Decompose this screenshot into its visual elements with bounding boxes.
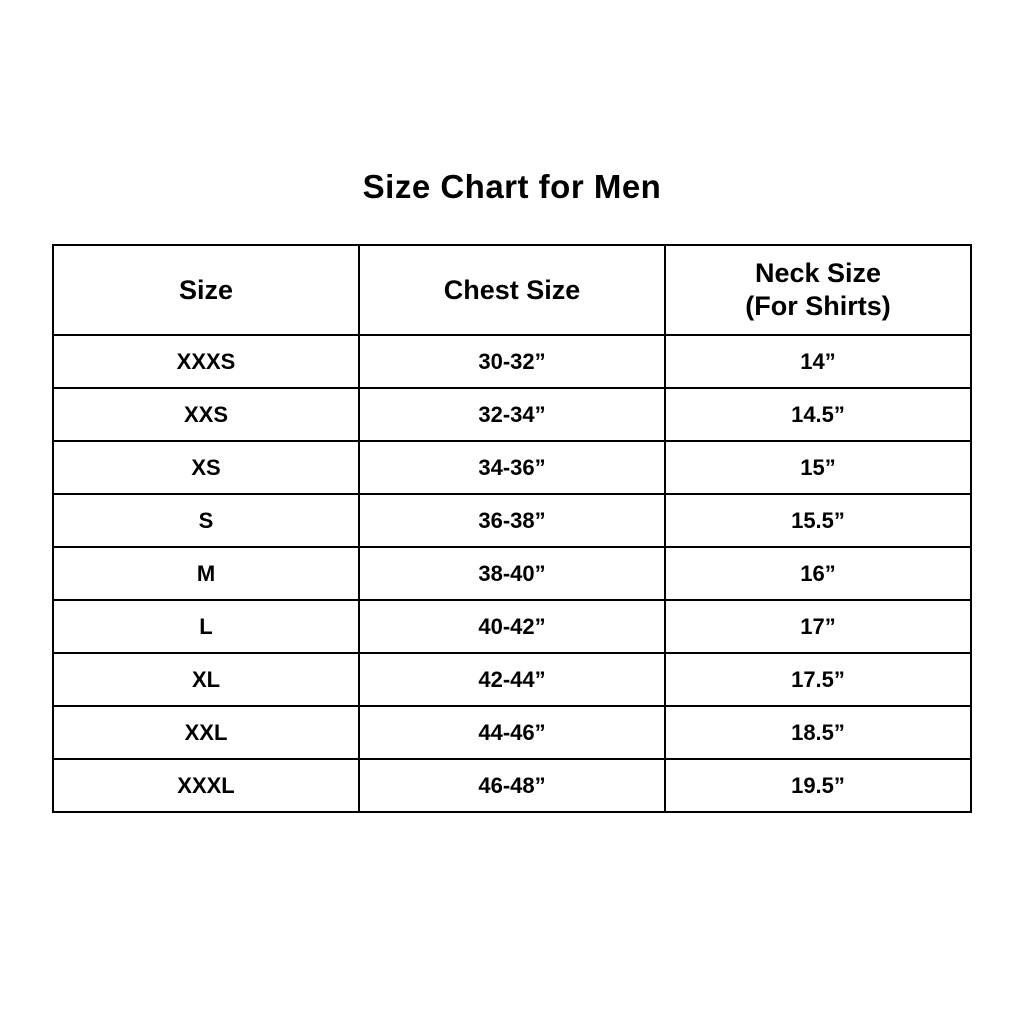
cell-neck: 18.5” [664,705,972,760]
cell-neck: 19.5” [664,758,972,813]
cell-chest: 46-48” [358,758,666,813]
header-row: Size Chest Size Neck Size (For Shirts) [52,244,972,336]
cell-size: XXXL [52,758,360,813]
cell-neck: 15.5” [664,493,972,548]
table-row: XXL 44-46” 18.5” [52,705,972,760]
header-neck-size-line1: Neck Size [754,258,882,289]
cell-neck: 14” [664,334,972,389]
cell-neck: 16” [664,546,972,601]
cell-size: L [52,599,360,654]
cell-chest: 34-36” [358,440,666,495]
table-row: M 38-40” 16” [52,546,972,601]
cell-chest: 36-38” [358,493,666,548]
cell-size: XXS [52,387,360,442]
cell-size: XL [52,652,360,707]
cell-neck: 15” [664,440,972,495]
table-row: L 40-42” 17” [52,599,972,654]
table-row: XXXS 30-32” 14” [52,334,972,389]
table-row: XXS 32-34” 14.5” [52,387,972,442]
table-row: XL 42-44” 17.5” [52,652,972,707]
table-row: XXXL 46-48” 19.5” [52,758,972,813]
cell-chest: 30-32” [358,334,666,389]
cell-chest: 44-46” [358,705,666,760]
cell-size: S [52,493,360,548]
header-size: Size [52,244,360,336]
cell-size: M [52,546,360,601]
table-row: XS 34-36” 15” [52,440,972,495]
size-chart-table: Size Chest Size Neck Size (For Shirts) X… [52,244,972,813]
header-chest-size: Chest Size [358,244,666,336]
cell-size: XS [52,440,360,495]
cell-size: XXL [52,705,360,760]
page-title: Size Chart for Men [362,168,662,205]
header-neck-size-line2: (For Shirts) [745,291,891,321]
cell-chest: 32-34” [358,387,666,442]
cell-neck: 17.5” [664,652,972,707]
table-header: Size Chest Size Neck Size (For Shirts) [52,244,972,336]
cell-size: XXXS [52,334,360,389]
cell-chest: 42-44” [358,652,666,707]
cell-neck: 14.5” [664,387,972,442]
cell-neck: 17” [664,599,972,654]
table-row: S 36-38” 15.5” [52,493,972,548]
header-neck-size: Neck Size (For Shirts) [664,244,972,336]
cell-chest: 38-40” [358,546,666,601]
table-body: XXXS 30-32” 14” XXS 32-34” 14.5” XS 34-3… [52,334,972,813]
cell-chest: 40-42” [358,599,666,654]
